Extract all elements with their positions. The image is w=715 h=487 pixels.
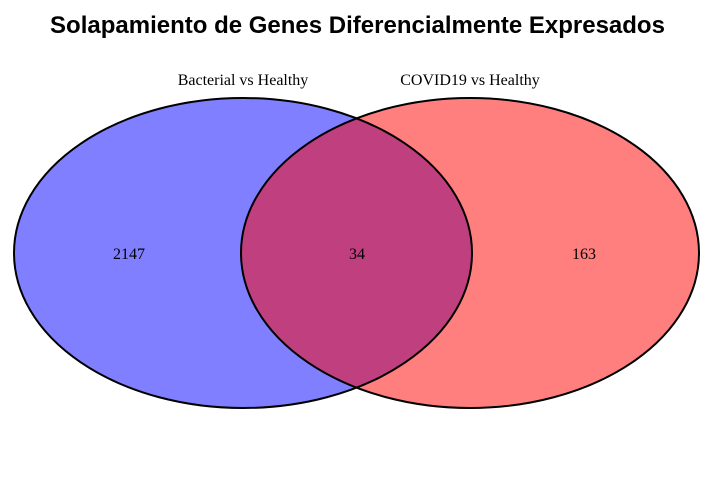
count-bacterial-only: 2147 <box>113 246 145 263</box>
count-intersection: 34 <box>349 246 365 263</box>
set-covid-label: COVID19 vs Healthy <box>400 72 540 89</box>
set-covid-ellipse <box>241 98 699 408</box>
diagram-title: Solapamiento de Genes Diferencialmente E… <box>50 12 665 39</box>
set-bacterial-label: Bacterial vs Healthy <box>178 72 309 89</box>
count-covid-only: 163 <box>572 246 596 263</box>
set-bacterial-outline <box>13 97 473 409</box>
set-covid-outline <box>240 97 700 409</box>
